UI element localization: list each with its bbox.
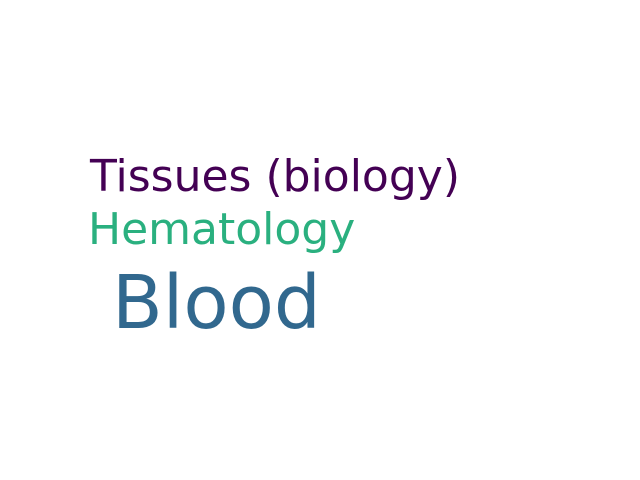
word-tissues-biology: Tissues (biology)	[90, 151, 460, 202]
word-blood: Blood	[112, 260, 321, 346]
word-hematology: Hematology	[88, 204, 356, 255]
